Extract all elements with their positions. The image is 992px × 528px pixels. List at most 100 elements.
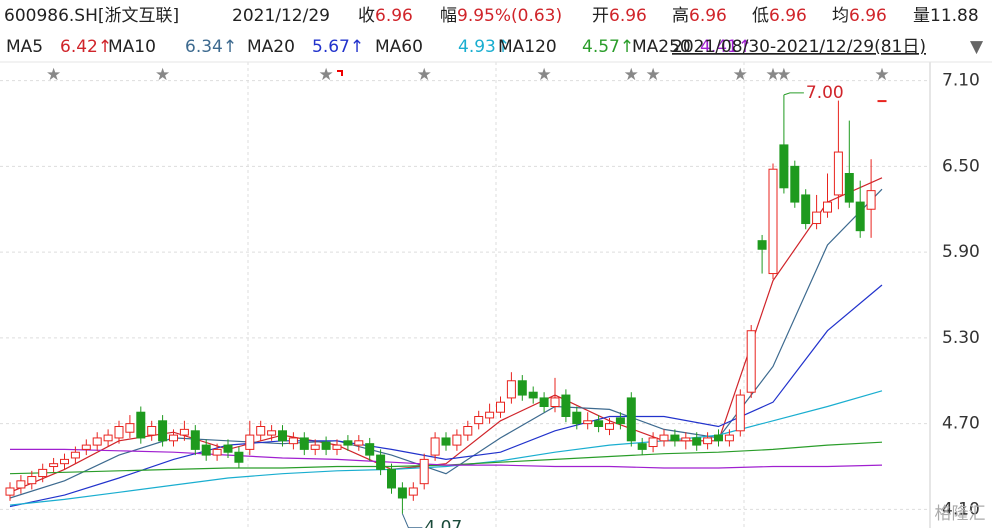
candle-body [583,420,593,425]
candle-body [801,194,811,225]
candle-body [692,437,702,446]
y-tick-label: 4.70 [942,414,980,434]
quote-item: 幅9.95%(0.63) [440,6,562,26]
legend-value: 6.42↑ [60,37,112,57]
quote-value: 6.96 [609,6,647,26]
candle-body [724,434,734,442]
candle-body [408,487,418,496]
candle-body [38,468,48,478]
candle-body [70,451,80,459]
candle-body [332,444,342,450]
candle-body [452,434,462,446]
candle-body [550,397,560,407]
annotation-arrow [783,92,804,96]
ma-line [10,448,883,469]
candle-body [626,397,636,442]
event-marker: ★ [874,65,889,85]
candle-body [223,444,233,453]
candle-body [114,426,124,439]
candle-body [278,430,287,442]
candle-body [16,480,26,489]
candle-body [877,100,887,103]
candle-body [844,172,854,203]
candle-body [485,411,495,419]
annotation-label: 4.07 [424,518,462,528]
candle-body [463,426,473,436]
candle-body [92,437,102,446]
event-marker: ★ [645,65,660,85]
quote-value: 6.96 [375,6,413,26]
candle-body [299,437,309,450]
candle-body [234,451,244,463]
candle-body [441,437,451,446]
candle-body [517,380,527,396]
candle-body [615,417,625,425]
candle-body [496,401,505,413]
candle-body [190,430,200,450]
quote-label: 均 [832,6,849,26]
candle-body [212,448,222,456]
stock-title: 600986.SH[浙文互联] [4,6,179,26]
candle-body [81,444,91,450]
date-range[interactable]: 2021/08/30-2021/12/29(81日) [672,37,926,57]
candle-body [539,397,549,407]
candle-body [735,394,745,432]
candle-body [321,441,331,450]
candle-body [648,437,658,448]
candle-body [474,416,484,425]
legend-name: MA120 [498,37,557,57]
candle-body [419,458,429,485]
y-tick-label: 6.50 [942,156,980,176]
quote-label: 量 [913,6,930,26]
candle-body [169,434,178,442]
candle-body [5,487,15,496]
y-tick-label: 5.90 [942,242,980,262]
candle-body [397,487,407,499]
legend-name: MA5 [6,37,43,57]
quote-value: 11.88 [930,6,979,26]
quote-label: 低 [752,6,769,26]
candle-body [812,211,822,225]
candle-body [746,330,756,393]
event-marker: ★ [765,65,780,85]
candle-body [790,165,800,203]
candle-body [288,437,298,445]
candle-body [201,444,211,456]
quote-label: 高 [672,6,689,26]
candle-body [855,201,865,232]
quote-item: 收6.96 [358,6,413,26]
quote-label: 开 [592,6,609,26]
event-marker: ★ [624,65,639,85]
candle-body [561,394,571,418]
quote-item: 低6.96 [752,6,807,26]
candle-body [376,454,386,470]
watermark: 格隆汇 [935,504,986,524]
menu-arrow[interactable]: ▼ [970,37,984,57]
candle-body [670,434,680,442]
candle-body [506,380,516,399]
legend-name: MA250 [632,37,691,57]
candle-body [823,201,832,213]
candle-body [49,463,59,468]
legend-value: 4.93↑ [458,37,510,57]
candle-body [103,434,113,442]
candle-body [703,437,713,445]
candle-body [354,440,364,446]
quote-item: 高6.96 [672,6,727,26]
quote-label: 幅 [440,6,457,26]
candle-body [125,423,135,433]
quote-value: 6.96 [769,6,807,26]
candle-body [768,168,778,275]
candle-body [594,420,604,428]
candle-body [245,434,255,450]
candle-body [158,420,168,442]
event-marker: ★ [155,65,170,85]
candle-body [387,468,396,489]
candle-body [833,151,843,196]
candle-body [866,190,876,210]
annotation-label: 7.00 [806,83,844,103]
candle-body [779,144,789,189]
quote-item: 均6.96 [832,6,887,26]
candle-body [267,430,277,436]
